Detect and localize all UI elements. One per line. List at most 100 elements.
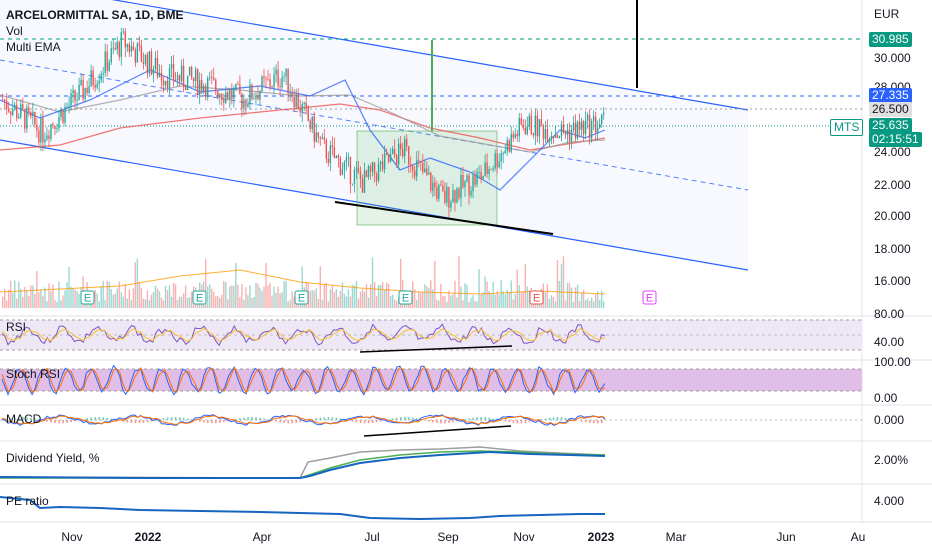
volume-bar bbox=[367, 297, 370, 308]
candle-body bbox=[351, 183, 354, 185]
macd-hist-bar bbox=[560, 417, 563, 421]
macd-hist-bar bbox=[166, 417, 169, 421]
volume-bar bbox=[448, 290, 450, 308]
volume-bar bbox=[211, 288, 213, 308]
volume-bar bbox=[16, 298, 18, 308]
candle-body bbox=[249, 84, 251, 105]
volume-bar bbox=[466, 284, 468, 308]
volume-bar bbox=[568, 282, 571, 308]
channel-mid[interactable] bbox=[0, 59, 749, 191]
earnings-marker-letter: E bbox=[402, 293, 409, 305]
candle-body bbox=[438, 184, 440, 199]
candle-body bbox=[446, 187, 448, 203]
candle-body bbox=[76, 99, 78, 101]
candle-body bbox=[355, 168, 358, 170]
volume-bar bbox=[343, 293, 346, 308]
candle-body bbox=[106, 51, 108, 71]
macd-hist-bar bbox=[235, 419, 237, 421]
volume-bar bbox=[26, 291, 28, 308]
candle-body bbox=[82, 79, 84, 99]
candle-body bbox=[313, 116, 315, 142]
macd-hist-bar bbox=[98, 417, 101, 421]
volume-bar bbox=[456, 297, 458, 308]
volume-bar bbox=[54, 300, 56, 308]
macd-hist-bar bbox=[596, 420, 599, 424]
volume-bar bbox=[520, 292, 522, 308]
rsi-label[interactable]: RSI bbox=[6, 320, 27, 334]
candle-body bbox=[349, 156, 352, 185]
volume-bar bbox=[106, 280, 108, 308]
candle-body bbox=[383, 153, 386, 170]
macd-hist-bar bbox=[110, 418, 113, 421]
indicator-vol[interactable]: Vol bbox=[6, 24, 23, 38]
candle-body bbox=[2, 99, 4, 101]
candle-body bbox=[190, 66, 193, 78]
price-tick: 16.000 bbox=[874, 274, 911, 288]
volume-bar bbox=[592, 301, 595, 308]
macd-hist-bar bbox=[363, 420, 366, 424]
earnings-markers[interactable]: E E E E E E bbox=[80, 290, 657, 305]
indicator-multi-ema[interactable]: Multi EMA bbox=[6, 40, 61, 54]
candle-body bbox=[359, 171, 362, 179]
pe-label[interactable]: PE ratio bbox=[6, 494, 49, 508]
price-tick: 20.000 bbox=[874, 209, 911, 223]
macd-hist-bar bbox=[227, 420, 229, 422]
candle-body bbox=[536, 115, 539, 137]
macd-hist-bar bbox=[416, 418, 418, 421]
volume-bar bbox=[327, 301, 330, 308]
macd-trend-line[interactable] bbox=[363, 425, 512, 437]
support-line[interactable] bbox=[334, 201, 554, 235]
volume-bar bbox=[516, 269, 518, 308]
volume-bar bbox=[132, 288, 135, 308]
volume-bar bbox=[430, 280, 432, 308]
channel-lower[interactable] bbox=[0, 139, 749, 271]
candle-body bbox=[128, 44, 131, 52]
candle-body bbox=[422, 162, 424, 173]
volume-bar bbox=[8, 289, 10, 308]
volume-bar bbox=[182, 293, 185, 308]
candle-body bbox=[144, 54, 147, 64]
volume-bar bbox=[351, 285, 354, 308]
candle-body bbox=[138, 43, 141, 46]
volume-bar bbox=[379, 284, 382, 308]
volume-bar bbox=[414, 289, 416, 308]
volume-bar bbox=[72, 288, 74, 308]
volume-bar bbox=[112, 294, 114, 308]
macd-hist-bar bbox=[327, 417, 330, 421]
volume-bar bbox=[32, 285, 34, 308]
volume-bar bbox=[12, 292, 14, 308]
volume-bar bbox=[510, 280, 512, 308]
volume-bar bbox=[478, 269, 480, 308]
rsi-trend-line[interactable] bbox=[359, 345, 513, 353]
volume-bar bbox=[24, 287, 26, 308]
volume-bar bbox=[331, 285, 334, 308]
macd-hist-bar bbox=[468, 418, 470, 421]
candle-body bbox=[114, 47, 116, 50]
candle-body bbox=[532, 134, 535, 136]
candle-body bbox=[154, 58, 157, 70]
candle-body bbox=[578, 121, 581, 130]
candle-body bbox=[602, 112, 605, 115]
volume-bar bbox=[243, 299, 245, 308]
volume-bar bbox=[412, 281, 414, 308]
macd-hist-bar bbox=[532, 420, 535, 422]
macd-hist-bar bbox=[528, 420, 531, 423]
candle-body bbox=[329, 145, 332, 163]
volume-bar bbox=[140, 288, 143, 308]
macd-hist-bar bbox=[106, 417, 109, 421]
candle-body bbox=[86, 87, 88, 93]
candle-body bbox=[472, 175, 474, 192]
ema-red bbox=[0, 103, 606, 151]
volume-bar bbox=[357, 298, 360, 308]
dividend-label[interactable]: Dividend Yield, % bbox=[6, 451, 100, 465]
volume-bar bbox=[522, 291, 524, 308]
macd-hist-bar bbox=[424, 420, 426, 421]
candle-body bbox=[291, 93, 293, 97]
macd-label[interactable]: MACD bbox=[6, 412, 42, 426]
channel-upper[interactable] bbox=[0, 0, 749, 111]
symbol-tag: MTS bbox=[830, 119, 864, 136]
stoch-label[interactable]: Stoch RSI bbox=[6, 367, 61, 381]
earnings-marker-letter: E bbox=[646, 293, 653, 305]
volume-bar bbox=[233, 286, 235, 308]
